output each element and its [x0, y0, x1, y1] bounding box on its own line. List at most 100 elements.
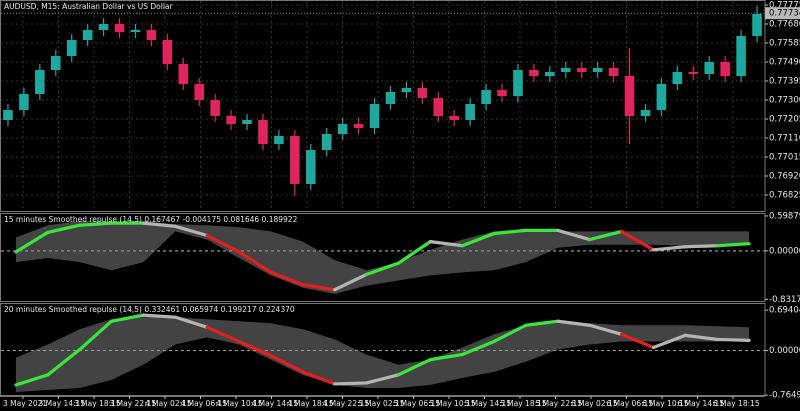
indicator-segment	[173, 224, 209, 238]
indicator-segment	[364, 373, 401, 385]
indicator-segment	[364, 261, 401, 277]
candle-body	[401, 88, 412, 92]
panel-border	[0, 213, 766, 302]
indicator-segment	[301, 283, 337, 292]
candle-body	[688, 72, 699, 74]
indicator-segment	[492, 228, 528, 236]
candle-body	[561, 68, 571, 72]
panel-border	[0, 0, 766, 212]
candle-body	[226, 116, 236, 124]
time-label: 5 May 18:15	[500, 399, 547, 408]
y-tick-label: 0.77775	[769, 1, 800, 11]
indicator-segment	[78, 221, 114, 227]
time-label: 4 May 10:15	[216, 399, 263, 408]
indicator-segment	[237, 250, 273, 274]
candle-body	[290, 136, 300, 184]
indicator-segment	[396, 240, 432, 265]
time-label: 6 May 18:15	[713, 399, 760, 408]
time-label: 5 May 10:15	[429, 399, 476, 408]
candle-body	[194, 84, 204, 100]
indicator-segment	[492, 323, 528, 344]
panel-border	[0, 303, 766, 396]
panel-title: 20 minutes Smoothed repulse (14,5) 0.332…	[4, 305, 295, 314]
indicator-segment	[683, 244, 719, 249]
indicator-segment	[619, 229, 656, 252]
indicator-segment	[46, 347, 82, 377]
panel-title: 15 minutes Smoothed repulse (14,5) 0.167…	[4, 215, 298, 224]
candle-body	[449, 116, 459, 120]
candle-body	[258, 120, 268, 144]
indicator-segment	[588, 323, 624, 336]
y-tick-label: 0.77395	[769, 77, 800, 87]
indicator-segment	[460, 231, 496, 248]
candle-body	[306, 150, 316, 184]
candle-body	[274, 136, 284, 144]
candle-body	[51, 56, 61, 70]
last-price-box	[765, 7, 800, 20]
y-tick-label: 0.77205	[769, 115, 800, 125]
y-tick-label: -0.831765	[769, 295, 800, 305]
y-tick-label: 0.000000	[769, 246, 800, 256]
indicator-segment	[269, 354, 305, 374]
candle-body	[592, 68, 603, 72]
candle-body	[130, 30, 141, 32]
time-label: 4 May 02:15	[145, 399, 192, 408]
indicator-segment	[460, 339, 496, 357]
candle-body	[19, 94, 29, 110]
indicator-segment	[556, 228, 592, 242]
time-label: 5 May 14:15	[465, 399, 512, 408]
indicator-segment	[333, 381, 369, 386]
candle-body	[210, 100, 220, 116]
time-label: 3 May 18:15	[74, 399, 121, 408]
indicator-segment	[333, 272, 369, 292]
indicator-segment	[301, 370, 337, 386]
indicator-segment	[237, 339, 273, 358]
indicator-segment	[269, 270, 305, 287]
candle-body	[433, 98, 444, 116]
candle-body	[35, 70, 45, 94]
indicator-segment	[651, 245, 687, 252]
time-label: 4 May 06:15	[181, 399, 228, 408]
time-label: 6 May 10:15	[642, 399, 689, 408]
indicator-segment	[141, 221, 177, 228]
time-label: 5 May 02:15	[358, 399, 405, 408]
indicator-segment	[46, 223, 82, 235]
indicator-segment	[715, 242, 751, 248]
indicator-segment	[556, 319, 592, 327]
indicator-segment	[141, 313, 177, 319]
candle-body	[465, 104, 475, 120]
candle-body	[66, 40, 77, 56]
indicator-segment	[683, 333, 719, 342]
candle-body	[624, 76, 635, 116]
y-tick-label: 0.77585	[769, 39, 800, 49]
candle-body	[146, 30, 157, 40]
y-tick-label: 0.000000	[769, 346, 800, 356]
candle-body	[672, 72, 683, 84]
time-label: 4 May 18:15	[287, 399, 334, 408]
candle-body	[242, 120, 252, 124]
candle-body	[704, 62, 714, 74]
y-tick-label: 0.694047	[769, 306, 800, 316]
candle-body	[529, 70, 539, 76]
time-label: 6 May 02:15	[571, 399, 618, 408]
candle-body	[82, 30, 93, 40]
time-label: 3 May 14:15	[39, 399, 86, 408]
indicator-segment	[78, 319, 114, 352]
indicator-segment	[14, 373, 50, 387]
time-label: 3 May 2021	[3, 399, 47, 408]
candle-body	[497, 90, 507, 96]
candle-body	[385, 92, 396, 104]
time-label: 3 May 22:15	[110, 399, 157, 408]
candle-body	[545, 72, 555, 76]
indicator-segment	[173, 315, 209, 329]
indicator-segment	[205, 325, 241, 344]
y-tick-label: 0.598791	[769, 211, 800, 221]
candle-body	[513, 70, 523, 96]
candle-body	[337, 124, 348, 134]
indicator-segment	[619, 332, 656, 350]
indicator-segment	[588, 229, 624, 242]
